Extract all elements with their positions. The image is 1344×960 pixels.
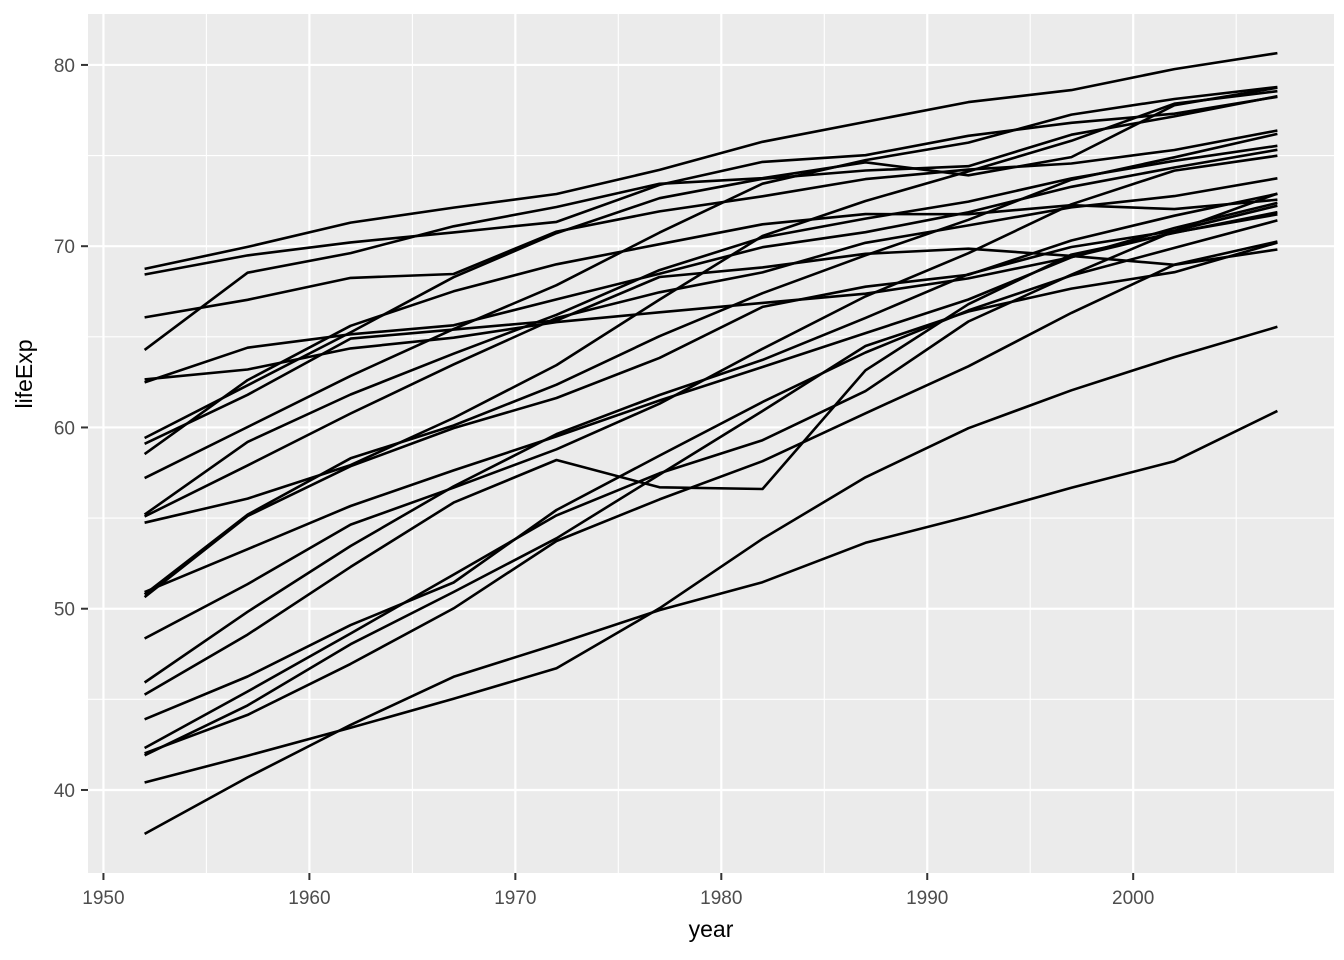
x-tick-label: 1950 (82, 888, 124, 909)
x-axis-title: year (688, 916, 734, 942)
data-line (143, 192, 1278, 599)
data-line (144, 240, 1278, 755)
y-tick-label: 60 (54, 418, 75, 439)
y-tick-label: 80 (54, 56, 75, 77)
y-tick-label: 50 (54, 600, 75, 621)
x-tick-label: 1990 (906, 888, 948, 909)
x-tick-label: 1970 (494, 888, 536, 909)
data-line (143, 144, 1278, 516)
data-line (144, 213, 1278, 381)
data-line (144, 95, 1278, 276)
data-line (144, 51, 1278, 271)
data-line (144, 177, 1278, 518)
y-tick-label: 40 (54, 781, 75, 802)
y-axis-title: lifeExp (11, 339, 37, 409)
y-tick-label: 70 (54, 237, 75, 258)
data-line (144, 89, 1278, 524)
data-line (143, 192, 1278, 750)
data-line (144, 241, 1278, 757)
x-tick-label: 2000 (1112, 888, 1154, 909)
data-line (144, 129, 1278, 319)
data-line (144, 94, 1278, 440)
x-tick-label: 1980 (700, 888, 742, 909)
data-line (143, 154, 1278, 640)
data-line (144, 148, 1278, 384)
data-line (143, 86, 1278, 351)
data-line (144, 247, 1278, 445)
data-line (143, 409, 1278, 836)
data-line (143, 210, 1278, 696)
data-line (144, 85, 1278, 480)
data-line (144, 219, 1278, 721)
x-tick-label: 1960 (288, 888, 330, 909)
